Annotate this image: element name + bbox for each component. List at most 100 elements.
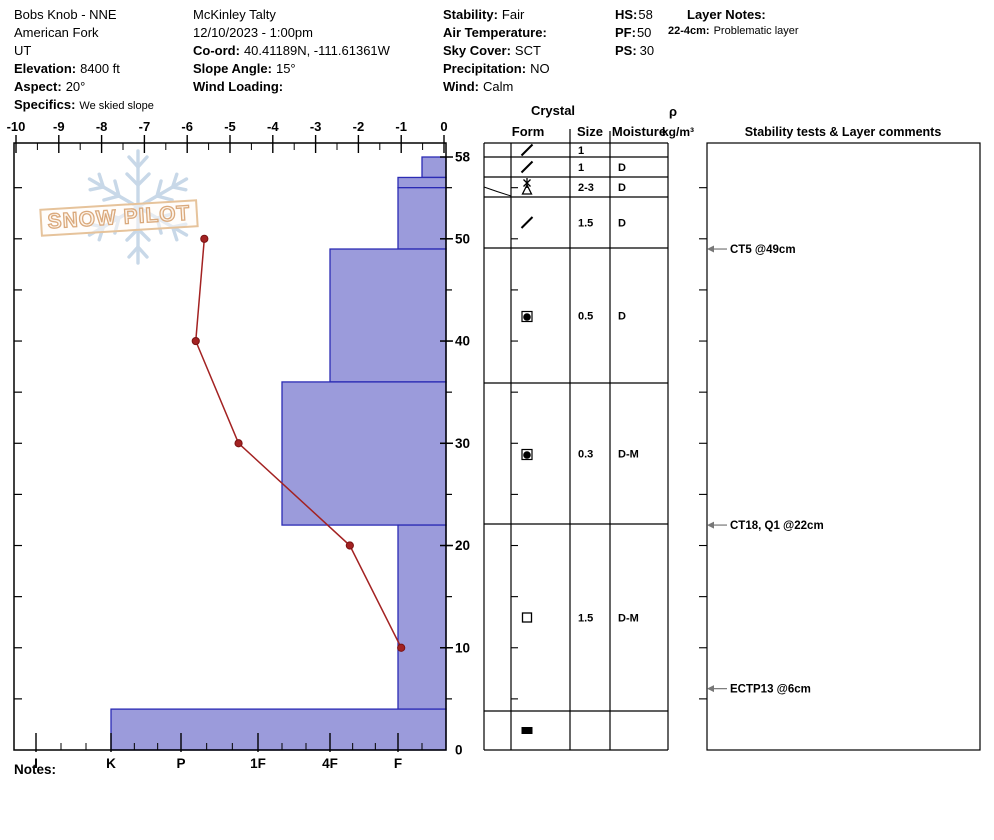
ps-line: PS: 30 bbox=[615, 42, 654, 60]
comments-box bbox=[706, 142, 981, 751]
layer-note-range: 22-4cm: bbox=[668, 25, 710, 37]
wind-line: Wind: Calm bbox=[443, 78, 551, 96]
temp-axis-tick-label: -2 bbox=[353, 119, 365, 134]
comments-header: Stability tests & Layer comments bbox=[745, 125, 942, 139]
stability-value: Fair bbox=[501, 7, 525, 22]
depth-tick-label: 58 bbox=[455, 150, 471, 165]
hs-value: 58 bbox=[638, 7, 653, 22]
temp-axis-tick-label: -10 bbox=[7, 119, 26, 134]
grain-size-value: 0.5 bbox=[578, 311, 593, 323]
aspect-value: 20° bbox=[65, 79, 86, 94]
crystal-header: Crystal bbox=[531, 103, 575, 118]
aspect-label: Aspect: bbox=[14, 79, 62, 94]
grain-form-symbol-dot bbox=[523, 451, 531, 459]
grain-form-symbol-ice-layer bbox=[521, 727, 533, 734]
wind-loading-label: Wind Loading: bbox=[193, 79, 284, 94]
grain-moisture-value: D bbox=[618, 311, 626, 323]
air-temp-label: Air Temperature: bbox=[443, 25, 547, 40]
temp-axis-tick-label: -8 bbox=[96, 119, 108, 134]
hs-label: HS: bbox=[615, 7, 638, 22]
observation-datetime: 12/10/2023 - 1:00pm bbox=[193, 25, 313, 40]
snowpilot-watermark: SNOW PILOT bbox=[39, 145, 260, 275]
annotation-arrow-head bbox=[707, 521, 714, 529]
layer-note-text: Problematic layer bbox=[713, 25, 799, 37]
elevation-value: 8400 ft bbox=[80, 61, 120, 76]
grain-moisture-value: D bbox=[618, 162, 626, 174]
hardness-axis-tick-label: K bbox=[106, 756, 116, 771]
grain-size-value: 1.5 bbox=[578, 613, 593, 625]
layer-bar bbox=[421, 156, 447, 179]
layer-bar bbox=[281, 381, 447, 526]
elevation-label: Elevation: bbox=[14, 61, 77, 76]
depth-tick-label: 0 bbox=[455, 743, 463, 758]
pf-line: PF:50 bbox=[615, 24, 654, 42]
temperature-point bbox=[200, 234, 209, 243]
snowflake-arm bbox=[125, 149, 151, 209]
depth-tick-label: 10 bbox=[455, 640, 470, 655]
observer-name: McKinley Talty bbox=[193, 7, 276, 22]
hardness-axis-tick-label: F bbox=[394, 756, 402, 771]
temperature-point bbox=[191, 336, 200, 346]
depth-tick-label: 40 bbox=[455, 334, 470, 349]
specifics-line: Specifics: We skied slope bbox=[14, 96, 154, 115]
stability-test-annotation: CT18, Q1 @22cm bbox=[730, 520, 824, 532]
grain-size-value: 0.3 bbox=[578, 449, 593, 461]
grain-form-symbol-stellar-over-triangle bbox=[521, 178, 533, 195]
temp-axis-tick-label: -3 bbox=[310, 119, 322, 134]
layer-bar bbox=[397, 524, 447, 710]
ps-value: 30 bbox=[639, 43, 655, 58]
header-location-block: Bobs Knob - NNE American Fork UT Elevati… bbox=[14, 6, 154, 115]
stability-test-annotation: CT5 @49cm bbox=[730, 244, 796, 256]
slope-angle-line: Slope Angle: 15° bbox=[193, 60, 390, 78]
temp-axis-tick-label: -6 bbox=[181, 119, 193, 134]
stability-test-annotation: ECTP13 @6cm bbox=[730, 684, 811, 696]
stability-line: Stability: Fair bbox=[443, 6, 551, 24]
temp-axis-tick-label: -5 bbox=[224, 119, 236, 134]
temperature-point bbox=[345, 541, 354, 550]
thin-layer-leader-line bbox=[483, 186, 512, 197]
ps-label: PS: bbox=[615, 43, 637, 58]
grain-size-value: 2-3 bbox=[578, 182, 594, 194]
form-header: Form bbox=[512, 124, 545, 139]
coord-line: Co-ord: 40.41189N, -111.61361W bbox=[193, 42, 390, 60]
grain-size-value: 1.5 bbox=[578, 218, 593, 230]
annotation-arrow-head bbox=[707, 685, 714, 693]
coord-value: 40.41189N, -111.61361W bbox=[243, 43, 390, 58]
temp-axis-tick-label: -4 bbox=[267, 119, 279, 134]
header-conditions-block: Stability: Fair Air Temperature: Sky Cove… bbox=[443, 6, 551, 96]
grain-form-symbol-decomposing-fragments bbox=[520, 160, 534, 174]
wind-loading-line: Wind Loading: bbox=[193, 78, 390, 96]
header-measurements-block: HS:58 PF:50 PS: 30 bbox=[615, 6, 654, 60]
notes-heading: Notes: bbox=[14, 762, 56, 777]
layer-bar bbox=[110, 708, 447, 751]
sky-cover-line: Sky Cover: SCT bbox=[443, 42, 551, 60]
state-name: UT bbox=[14, 43, 32, 58]
precip-line: Precipitation: NO bbox=[443, 60, 551, 78]
grain-moisture-value: D-M bbox=[618, 449, 639, 461]
grain-moisture-value: D-M bbox=[618, 613, 639, 625]
specifics-label: Specifics: bbox=[14, 97, 76, 112]
grain-form-symbol-dot bbox=[523, 313, 531, 321]
header-observation-block: McKinley Talty 12/10/2023 - 1:00pm Co-or… bbox=[193, 6, 390, 96]
size-header: Size bbox=[577, 124, 603, 139]
hs-line: HS:58 bbox=[615, 6, 654, 24]
elevation-line: Elevation: 8400 ft bbox=[14, 60, 154, 78]
depth-tick-label: 50 bbox=[455, 231, 470, 246]
layer-note-line: 22-4cm: Problematic layer bbox=[668, 24, 799, 39]
slope-angle-label: Slope Angle: bbox=[193, 61, 272, 76]
grain-form-symbol-decomposing-fragments bbox=[520, 216, 534, 229]
precip-label: Precipitation: bbox=[443, 61, 527, 76]
coord-label: Co-ord: bbox=[193, 43, 240, 58]
aspect-line: Aspect: 20° bbox=[14, 78, 154, 96]
notes-label: Notes: bbox=[14, 762, 57, 777]
moisture-header: Moisture bbox=[612, 124, 666, 139]
layer-bar bbox=[397, 176, 447, 189]
temperature-point bbox=[397, 643, 406, 652]
precip-value: NO bbox=[530, 61, 550, 76]
hardness-axis-tick-label: P bbox=[176, 756, 185, 771]
wind-label: Wind: bbox=[443, 79, 479, 94]
layer-bar bbox=[397, 187, 447, 250]
pf-value: 50 bbox=[636, 25, 652, 40]
